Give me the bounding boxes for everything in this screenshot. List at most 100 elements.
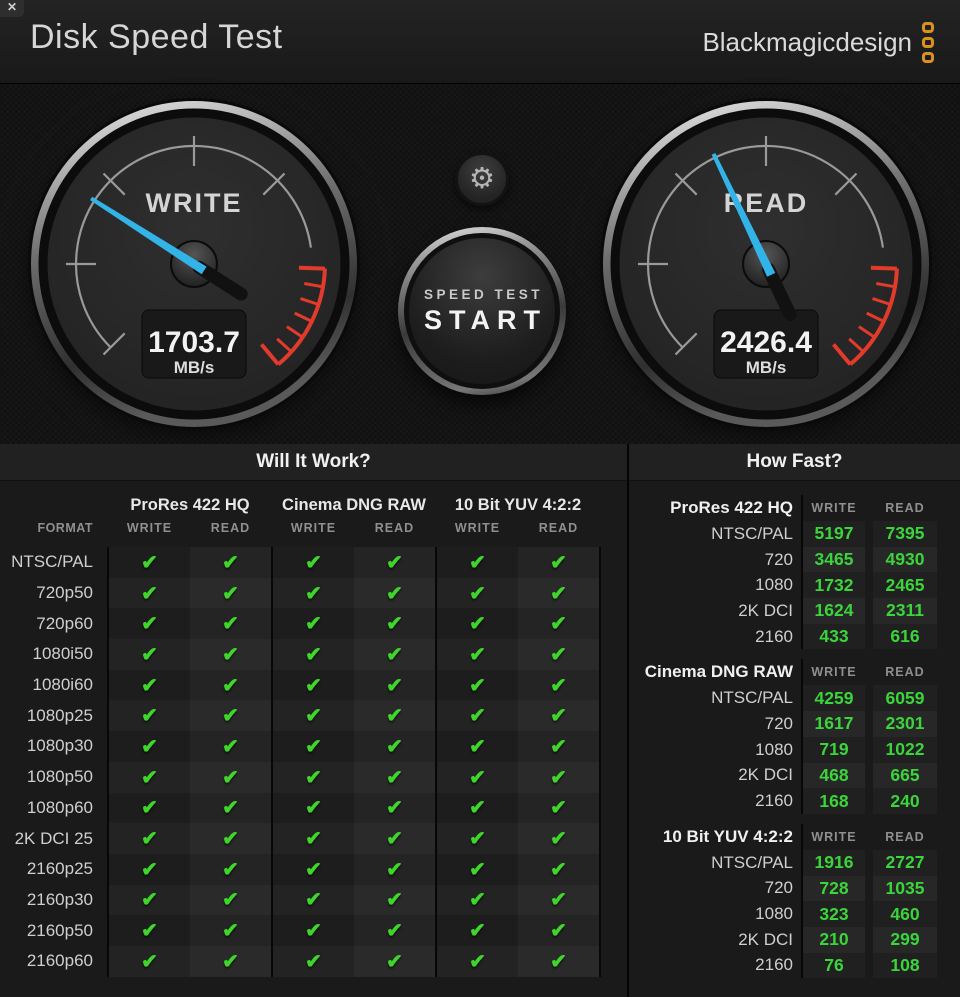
table-row: 1080 323 460 <box>629 901 960 927</box>
write-column-header: WRITE <box>454 521 501 535</box>
read-gauge: READ 2426.4 MB/s <box>600 98 932 430</box>
value-box <box>713 309 819 379</box>
check-icon: ✔ <box>141 551 158 574</box>
check-icon: ✔ <box>222 705 239 728</box>
codec-name: Cinema DNG RAW <box>644 662 793 682</box>
column-gap <box>865 927 873 953</box>
check-icon: ✔ <box>305 643 322 666</box>
column-divider <box>801 823 803 850</box>
write-value: 76 <box>803 952 865 979</box>
check-cell: ✔ <box>273 700 354 732</box>
column-gap <box>865 495 873 521</box>
column-gap <box>865 850 873 876</box>
write-value: 1624 <box>803 598 865 624</box>
column-divider <box>107 669 109 701</box>
check-cell: ✔ <box>190 608 271 640</box>
check-icon: ✔ <box>222 735 239 758</box>
gauge-redzone <box>831 265 899 366</box>
write-value: 719 <box>803 736 865 763</box>
check-icon: ✔ <box>222 797 239 820</box>
column-divider <box>801 788 803 814</box>
column-divider <box>435 669 437 701</box>
read-value: 108 <box>873 952 937 979</box>
check-cell: ✔ <box>190 639 271 670</box>
check-icon: ✔ <box>141 797 158 820</box>
column-divider <box>271 853 273 885</box>
gauge-chrome-ring <box>31 101 357 427</box>
check-icon: ✔ <box>550 643 567 666</box>
check-icon: ✔ <box>222 950 239 973</box>
format-label: 1080p60 <box>26 797 93 817</box>
section-header-row: 10 Bit YUV 4:2:2 WRITE READ <box>629 823 960 850</box>
check-cell: ✔ <box>273 945 354 977</box>
close-button[interactable]: ✕ <box>0 0 24 17</box>
check-cell: ✔ <box>518 853 599 885</box>
column-divider <box>271 608 273 640</box>
format-label: NTSC/PAL <box>711 688 793 708</box>
read-column-header: READ <box>885 501 925 515</box>
check-icon: ✔ <box>305 950 322 973</box>
read-column-header: READ <box>885 665 925 680</box>
check-icon: ✔ <box>386 613 403 636</box>
read-value: 6059 <box>873 685 937 712</box>
format-label: 2160 <box>755 955 793 975</box>
column-gap <box>865 901 873 927</box>
gear-icon: ⚙ <box>469 162 495 195</box>
check-icon: ✔ <box>386 889 403 912</box>
check-cell: ✔ <box>109 639 190 670</box>
check-cell: ✔ <box>437 915 518 946</box>
column-divider <box>435 915 437 946</box>
check-icon: ✔ <box>141 582 158 605</box>
check-cell: ✔ <box>437 731 518 762</box>
write-value: 468 <box>803 762 865 789</box>
gauge-needle <box>90 196 248 301</box>
check-cell: ✔ <box>190 761 271 793</box>
column-divider <box>107 761 109 793</box>
how-fast-panel: How Fast? ProRes 422 HQ WRITE READ NTSC/PAL… <box>629 444 960 997</box>
check-cell: ✔ <box>437 577 518 609</box>
column-divider <box>599 700 601 732</box>
column-divider <box>435 639 437 670</box>
format-label: 2K DCI 25 <box>14 828 93 848</box>
logo-square-icon <box>922 21 934 33</box>
format-label: 1080i60 <box>32 675 93 695</box>
start-button-face: SPEED TEST START <box>404 233 560 389</box>
column-divider <box>435 700 437 732</box>
check-cell: ✔ <box>437 547 518 578</box>
settings-button[interactable]: ⚙ <box>455 152 509 206</box>
format-label: 2160p25 <box>26 859 93 879</box>
column-divider <box>599 884 601 916</box>
column-divider <box>271 731 273 762</box>
table-row: 1080p60 ✔ ✔ ✔ ✔ ✔ ✔ <box>0 792 627 824</box>
check-icon: ✔ <box>386 551 403 574</box>
check-icon: ✔ <box>550 613 567 636</box>
check-cell: ✔ <box>190 792 271 824</box>
check-icon: ✔ <box>386 858 403 881</box>
check-cell: ✔ <box>354 761 435 793</box>
check-icon: ✔ <box>550 674 567 697</box>
write-column-header: WRITE <box>811 665 857 680</box>
format-label: NTSC/PAL <box>711 523 793 543</box>
format-label: 1080p30 <box>26 736 93 756</box>
start-button[interactable]: SPEED TEST START <box>398 227 566 395</box>
check-cell: ✔ <box>190 853 271 885</box>
read-value: 1035 <box>873 875 937 902</box>
check-cell: ✔ <box>354 577 435 609</box>
check-icon: ✔ <box>305 613 322 636</box>
table-row: NTSC/PAL ✔ ✔ ✔ ✔ ✔ ✔ <box>0 547 627 578</box>
check-cell: ✔ <box>109 792 190 824</box>
check-cell: ✔ <box>273 915 354 946</box>
check-cell: ✔ <box>437 945 518 977</box>
read-speed-unit: MB/s <box>746 358 787 377</box>
format-label: 720 <box>764 549 793 569</box>
page-title: Disk Speed Test <box>30 18 283 56</box>
check-icon: ✔ <box>305 735 322 758</box>
start-button-label: START <box>424 304 547 335</box>
group-header-yuv: 10 Bit YUV 4:2:2 <box>454 495 582 514</box>
write-column-header: WRITE <box>811 501 857 515</box>
read-value: 2727 <box>873 849 937 876</box>
check-icon: ✔ <box>305 797 322 820</box>
format-label: 2160p50 <box>26 920 93 940</box>
table-row: 2K DCI 468 665 <box>629 762 960 789</box>
check-icon: ✔ <box>550 889 567 912</box>
